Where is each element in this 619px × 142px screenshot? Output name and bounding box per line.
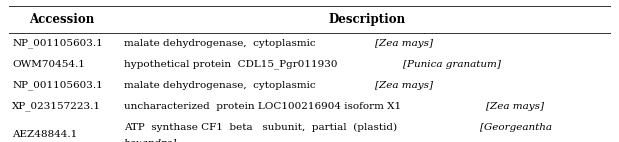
Text: malate dehydrogenase,  cytoplasmic: malate dehydrogenase, cytoplasmic (124, 39, 319, 48)
Text: [Georgeantha: [Georgeantha (480, 123, 552, 132)
Text: [Punica granatum]: [Punica granatum] (404, 60, 501, 69)
Text: NP_001105603.1: NP_001105603.1 (12, 80, 103, 90)
Text: XP_023157223.1: XP_023157223.1 (12, 101, 102, 111)
Text: NP_001105603.1: NP_001105603.1 (12, 38, 103, 48)
Text: Accession: Accession (29, 13, 95, 26)
Text: [Zea mays]: [Zea mays] (485, 102, 543, 111)
Text: malate dehydrogenase,  cytoplasmic: malate dehydrogenase, cytoplasmic (124, 81, 319, 90)
Text: [Zea mays]: [Zea mays] (375, 81, 433, 90)
Text: hypothetical protein  CDL15_Pgr011930: hypothetical protein CDL15_Pgr011930 (124, 59, 340, 69)
Text: Description: Description (328, 13, 405, 26)
Text: ATP  synthase CF1  beta   subunit,  partial  (plastid): ATP synthase CF1 beta subunit, partial (… (124, 123, 400, 132)
Text: OWM70454.1: OWM70454.1 (12, 60, 85, 69)
Text: uncharacterized  protein LOC100216904 isoform X1: uncharacterized protein LOC100216904 iso… (124, 102, 404, 111)
Text: hexandra]: hexandra] (124, 138, 177, 142)
Text: AEZ48844.1: AEZ48844.1 (12, 130, 77, 139)
Text: [Zea mays]: [Zea mays] (375, 39, 433, 48)
